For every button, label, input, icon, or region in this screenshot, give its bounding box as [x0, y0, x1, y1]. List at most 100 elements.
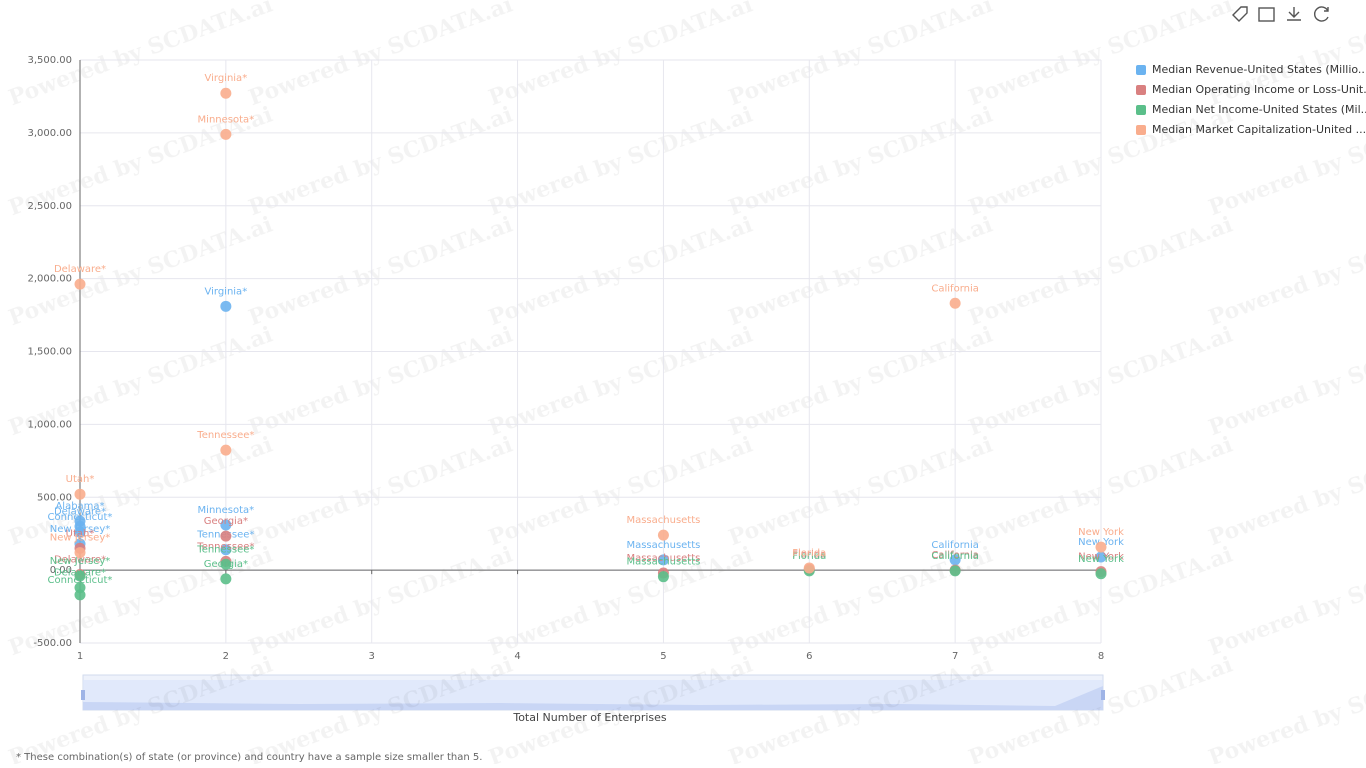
toolbox — [1232, 6, 1329, 22]
point — [74, 526, 86, 538]
point-label: New Jersey* — [50, 524, 110, 535]
watermark: Powered by SCDATA.ai — [485, 0, 756, 111]
point-label: Massachusetts — [626, 557, 700, 568]
x-tick-label: 7 — [952, 651, 958, 662]
x-tick-label: 4 — [514, 651, 520, 662]
point-label: New Jersey* — [50, 556, 110, 567]
tool-tag[interactable] — [1232, 6, 1248, 22]
point-label: Utah* — [66, 528, 95, 539]
watermark: Powered by SCDATA.ai — [485, 431, 756, 551]
series: Connecticut*Delaware*New Jersey*Georgia*… — [48, 544, 1124, 601]
legend-swatch — [1136, 125, 1146, 135]
point — [949, 565, 961, 577]
y-tick-label: 2,000.00 — [27, 274, 72, 285]
x-tick-label: 3 — [369, 651, 375, 662]
tool-refresh[interactable] — [1313, 6, 1329, 22]
legend-label: Median Net Income-United States (Mil... — [1152, 103, 1366, 116]
point — [1095, 551, 1107, 563]
x-axis-title: Total Number of Enterprises — [512, 711, 667, 724]
y-tick-label: 0.00 — [50, 565, 72, 576]
data-zoom[interactable] — [81, 674, 1105, 711]
point — [803, 562, 815, 574]
point-label: New York — [1078, 552, 1124, 563]
y-tick-label: 2,500.00 — [27, 201, 72, 212]
point — [220, 544, 232, 556]
point — [220, 300, 232, 312]
point-label: New Jersey* — [50, 533, 110, 544]
point — [1095, 541, 1107, 553]
x-tick-label: 6 — [806, 651, 812, 662]
point-label: Alabama* — [55, 501, 104, 512]
watermark: Powered by SCDATA.ai — [245, 0, 516, 111]
point-label: Utah* — [66, 474, 95, 485]
point — [74, 547, 86, 559]
point — [220, 573, 232, 585]
point-label: Massachusetts — [626, 540, 700, 551]
y-tick-label: 500.00 — [37, 492, 72, 503]
point — [220, 530, 232, 542]
point — [949, 554, 961, 566]
point-label: Delaware* — [54, 506, 106, 517]
point-label: Tennessee* — [196, 430, 254, 441]
legend-label: Median Market Capitalization-United ... — [1152, 123, 1366, 136]
point — [220, 519, 232, 531]
point-label: Delaware* — [54, 554, 106, 565]
point-label: Florida — [792, 551, 826, 562]
x-tick-label: 8 — [1098, 651, 1104, 662]
point-label: California — [931, 551, 979, 562]
legend-swatch — [1136, 85, 1146, 95]
y-tick-label: 1,500.00 — [27, 347, 72, 358]
legend-label: Median Operating Income or Loss-Unit... — [1152, 83, 1366, 96]
point — [220, 87, 232, 99]
point-label: Massachusetts — [626, 553, 700, 564]
watermark: Powered by SCDATA.ai — [245, 431, 516, 551]
watermark: Powered by SCDATA.ai — [245, 101, 516, 221]
point — [74, 488, 86, 500]
point-label: Georgia* — [204, 516, 248, 527]
tool-table[interactable] — [1258, 7, 1275, 22]
legend-swatch — [1136, 105, 1146, 115]
point-label: California — [931, 550, 979, 561]
watermark: Powered by SCDATA.ai — [5, 211, 276, 331]
point-label: Massachusetts — [626, 515, 700, 526]
point — [74, 582, 86, 594]
point-label: Florida — [792, 549, 826, 560]
point — [220, 128, 232, 140]
y-tick-label: 1,000.00 — [27, 419, 72, 430]
point-label: Tennessee* — [196, 541, 254, 552]
point-label: Virginia* — [204, 73, 247, 84]
point-label: California — [931, 283, 979, 294]
point-label: California — [931, 540, 979, 551]
x-tick-label: 2 — [223, 651, 229, 662]
point — [220, 558, 232, 570]
watermark: Powered by SCDATA.ai — [245, 321, 516, 441]
legend-swatch — [1136, 65, 1146, 75]
watermark: Powered by SCDATA.ai — [485, 321, 756, 441]
point — [1095, 568, 1107, 580]
tool-download[interactable] — [1287, 7, 1301, 21]
watermark: Powered by SCDATA.ai — [485, 101, 756, 221]
watermark: Powered by SCDATA.ai — [485, 211, 756, 331]
point — [74, 570, 86, 582]
y-tick-label: 3,500.00 — [27, 55, 72, 66]
point-label: Virginia* — [204, 286, 247, 297]
watermark: Powered by SCDATA.ai — [245, 211, 516, 331]
point — [74, 278, 86, 290]
point — [657, 529, 669, 541]
point — [657, 554, 669, 566]
x-tick-label: 5 — [660, 651, 666, 662]
legend-label: Median Revenue-United States (Millio... — [1152, 63, 1366, 76]
point-label: Minnesota* — [198, 505, 255, 516]
point-label: Delaware* — [54, 264, 106, 275]
point — [220, 444, 232, 456]
point-label: Connecticut* — [48, 512, 113, 523]
footnote: * These combination(s) of state (or prov… — [16, 752, 482, 763]
point-label: Florida — [792, 548, 826, 559]
point-label: Minnesota* — [198, 114, 255, 125]
x-tick-label: 1 — [77, 651, 83, 662]
point-label: New York — [1078, 554, 1124, 565]
y-tick-label: -500.00 — [33, 638, 72, 649]
point-label: New York — [1078, 527, 1124, 538]
